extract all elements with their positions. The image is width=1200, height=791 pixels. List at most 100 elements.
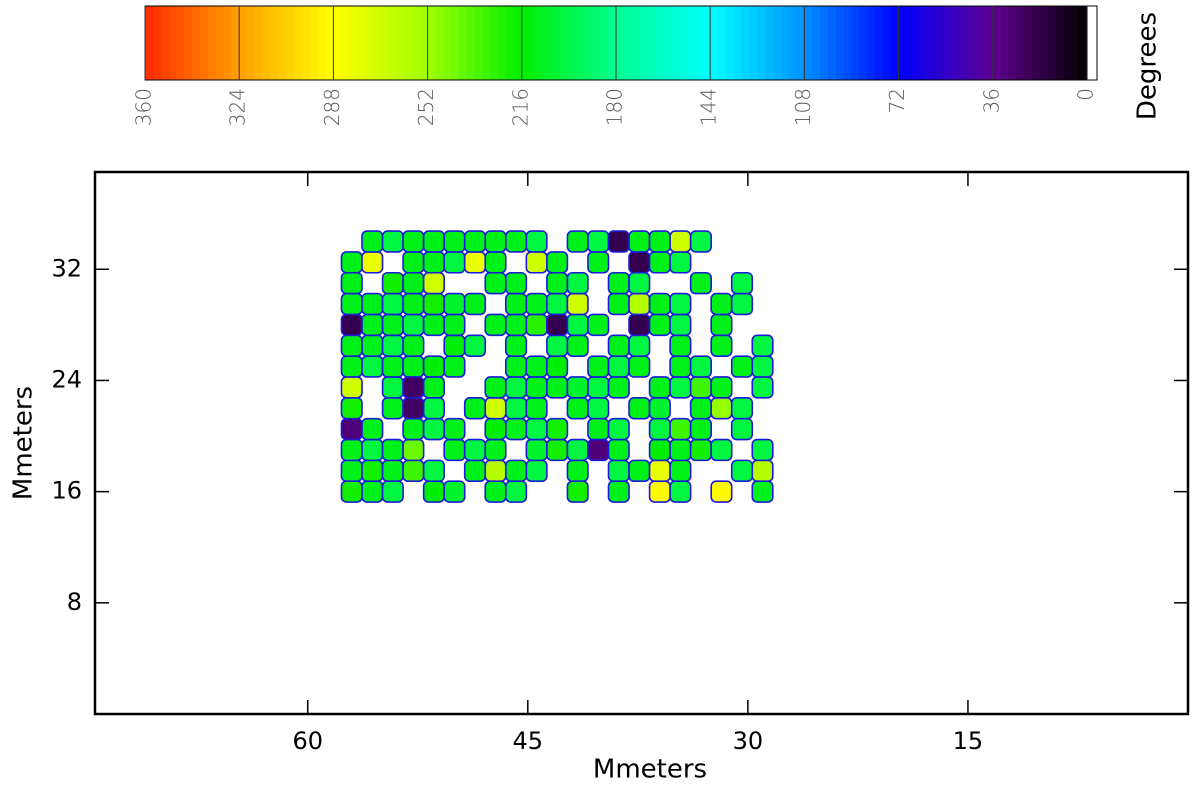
colorbar-swatch [686, 6, 696, 80]
heatmap-cell [504, 271, 528, 295]
colorbar-swatch [278, 6, 287, 80]
colorbar-swatch [820, 6, 829, 80]
colorbar-swatch [867, 6, 876, 80]
heatmap-cell [648, 230, 671, 253]
colorbar-swatch [521, 6, 531, 80]
colorbar-swatch [435, 6, 444, 80]
x-tick-label: 30 [733, 727, 764, 755]
heatmap-cell [546, 438, 569, 462]
heatmap-cell [648, 459, 671, 483]
colorbar-swatch [561, 6, 570, 80]
colorbar-swatch [466, 6, 476, 80]
heatmap-cell [402, 376, 425, 399]
colorbar-tick-label: 216 [508, 88, 532, 126]
heatmap-cell [628, 459, 651, 483]
heatmap-cell [381, 334, 404, 357]
heatmap-cell [504, 459, 528, 483]
heatmap-cell [689, 376, 712, 399]
heatmap-cell [669, 251, 692, 274]
colorbar-swatch [1039, 6, 1049, 80]
colorbar-swatch [168, 6, 177, 80]
heatmap-cell [566, 397, 589, 420]
colorbar-swatch [945, 6, 955, 80]
heatmap-cell [628, 313, 651, 337]
heatmap-cell [587, 397, 610, 420]
colorbar-swatch [152, 6, 162, 80]
heatmap-cell [525, 397, 548, 420]
heatmap-cell [648, 292, 671, 316]
colorbar-swatch [647, 6, 656, 80]
heatmap-cell [628, 355, 651, 378]
heatmap-cell [751, 334, 774, 357]
heatmap-cell [340, 480, 363, 503]
heatmap-cell [422, 313, 445, 337]
heatmap-cell [402, 459, 425, 483]
heatmap-cell [669, 355, 692, 378]
heatmap-cell [361, 334, 384, 357]
heatmap-cell [566, 459, 589, 483]
colorbar-swatch [545, 6, 554, 80]
heatmap-cell [443, 251, 466, 274]
heatmap-cell [504, 230, 528, 253]
heatmap-cell [484, 480, 507, 503]
heatmap-cell [669, 480, 692, 503]
colorbar-swatch [317, 6, 327, 80]
colorbar-swatch [404, 6, 413, 80]
colorbar-swatch [513, 6, 523, 80]
heatmap-cell [566, 271, 589, 295]
colorbar-swatch [396, 6, 405, 80]
heatmap-cell [525, 438, 548, 462]
heatmap-cell [340, 417, 363, 441]
x-tick-label: 60 [292, 727, 323, 755]
heatmap-cell [361, 313, 384, 337]
heatmap-cell [504, 480, 528, 503]
heatmap-cell [443, 292, 466, 316]
plot-frame [93, 170, 1190, 716]
colorbar-swatch [702, 6, 711, 80]
heatmap-cell [546, 251, 569, 274]
colorbar-swatch [906, 6, 915, 80]
heatmap-cell [751, 459, 774, 483]
colorbar-swatch [176, 6, 185, 80]
heatmap-cell [546, 376, 569, 399]
colorbar-swatch [199, 6, 209, 80]
heatmap-cell [669, 417, 692, 441]
heatmap-cell [689, 230, 712, 253]
colorbar-swatch [992, 6, 1002, 80]
heatmap-cell [463, 251, 487, 274]
colorbar-swatch [215, 6, 225, 80]
colorbar-swatch [1024, 6, 1033, 80]
colorbar-swatch [796, 6, 805, 80]
heatmap-cell [484, 376, 507, 399]
colorbar-swatch [937, 6, 947, 80]
heatmap-cell [443, 313, 466, 337]
heatmap-cell [381, 480, 404, 503]
colorbar-swatch [231, 6, 240, 80]
heatmap-cell [607, 334, 630, 357]
colorbar-swatch [882, 6, 892, 80]
colorbar-swatch [1032, 6, 1041, 80]
heatmap-cell [669, 459, 692, 483]
heatmap-cell [402, 251, 425, 274]
colorbar-swatch [600, 6, 609, 80]
heatmap-cell [607, 459, 630, 483]
heatmap-cell [628, 397, 651, 420]
heatmap-cell [566, 230, 589, 253]
heatmap-cell [361, 292, 384, 316]
heatmap-cell [587, 438, 610, 462]
colorbar-swatch [725, 6, 735, 80]
heatmap-cell [381, 230, 404, 253]
colorbar-swatch [969, 6, 978, 80]
heatmap-cell [648, 397, 671, 420]
colorbar-swatch [443, 6, 452, 80]
colorbar-swatch [333, 6, 342, 80]
colorbar-swatch [835, 6, 845, 80]
heatmap-cell [628, 230, 651, 253]
x-tick-label: 15 [953, 727, 984, 755]
colorbar-swatch [247, 6, 256, 80]
heatmap-cell [422, 251, 445, 274]
y-tick-label: 8 [67, 588, 82, 616]
heatmap-cell [504, 376, 528, 399]
colorbar-tick-label: 0 [1074, 88, 1098, 101]
